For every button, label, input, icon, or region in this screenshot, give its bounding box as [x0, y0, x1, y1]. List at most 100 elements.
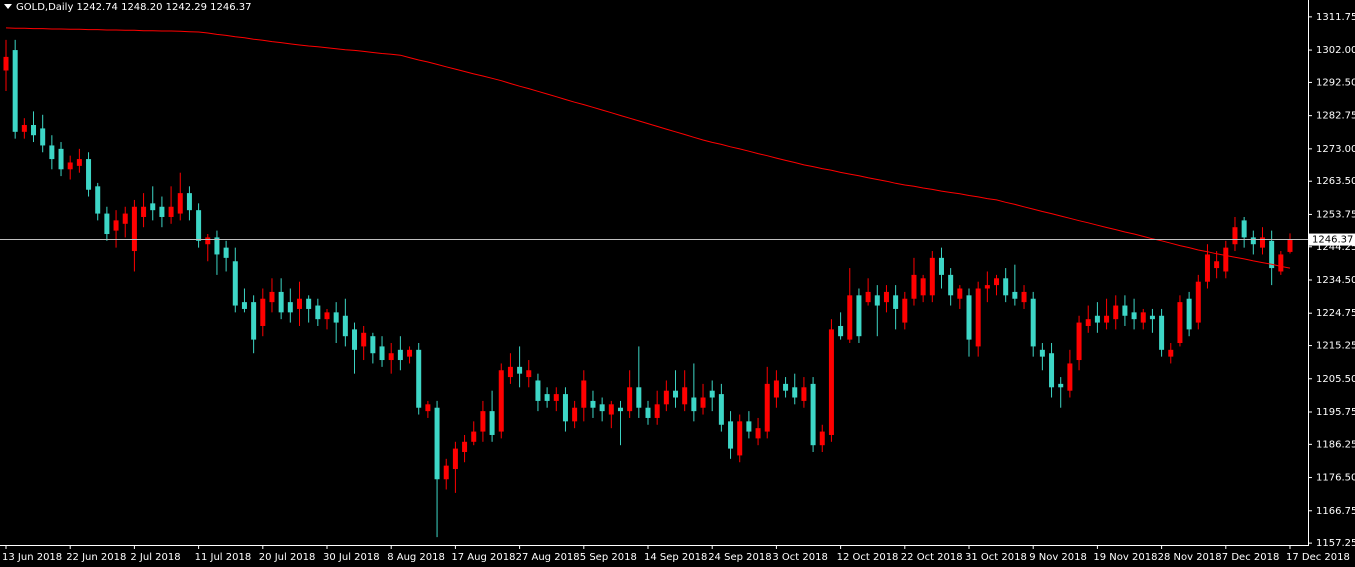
candle-body [1067, 363, 1073, 391]
candle-body [617, 407, 623, 412]
candle-body [1140, 312, 1146, 323]
x-tick-label: 2 Jul 2018 [130, 552, 180, 563]
x-tick-label: 28 Nov 2018 [1158, 552, 1222, 563]
y-tick-label: 1253.75 [1316, 209, 1355, 220]
candle-body [819, 431, 825, 446]
candle-body [673, 390, 679, 398]
candle-body [535, 380, 541, 401]
candle-body [306, 298, 312, 309]
candle-body [1232, 227, 1238, 245]
candle-body [1131, 312, 1137, 320]
candle-body [938, 257, 944, 275]
candle-body [562, 394, 568, 422]
x-tick-label: 12 Oct 2018 [837, 552, 899, 563]
candle-body [287, 302, 293, 313]
candle-body [856, 295, 862, 337]
candle-body [1149, 315, 1155, 320]
candle-body [342, 315, 348, 337]
y-tick-label: 1205.50 [1316, 374, 1355, 385]
candle-body [269, 291, 275, 303]
candle-body [865, 291, 871, 303]
y-tick-label: 1244.25 [1316, 242, 1355, 253]
candle-body [1122, 305, 1128, 316]
candle-body [407, 349, 413, 357]
y-tick-label: 1215.25 [1316, 341, 1355, 352]
candle-body [1250, 237, 1256, 245]
candle-body [141, 206, 147, 217]
candle-body [636, 387, 642, 408]
candle-body [553, 394, 559, 401]
candle-body [434, 407, 440, 480]
candle-body [260, 298, 266, 326]
candle-body [966, 295, 972, 340]
candle-body [599, 404, 605, 412]
x-tick-label: 30 Jul 2018 [323, 552, 380, 563]
candle-body [1003, 278, 1009, 296]
x-tick-label: 22 Oct 2018 [901, 552, 963, 563]
candle-body [223, 247, 229, 258]
candle-body [416, 349, 422, 408]
candle-body [31, 125, 37, 136]
x-tick-label: 31 Oct 2018 [965, 552, 1027, 563]
candle-body [76, 159, 82, 166]
candle-body [691, 397, 697, 412]
candle-body [948, 274, 954, 296]
y-tick-label: 1166.75 [1316, 506, 1355, 517]
x-tick-label: 22 Jun 2018 [66, 552, 126, 563]
moving-average [5, 27, 1291, 269]
candle-body [1012, 291, 1018, 299]
y-tick-label: 1302.00 [1316, 45, 1355, 56]
candle-body [783, 383, 789, 391]
candle-body [278, 291, 284, 313]
candle-body [214, 237, 220, 255]
candle-body [1030, 298, 1036, 347]
menu-arrow[interactable] [4, 4, 12, 9]
candle-body [627, 387, 633, 412]
candle-body [177, 193, 183, 214]
candle-body [1204, 254, 1210, 282]
candle-body [397, 349, 403, 361]
candle-body [1223, 247, 1229, 272]
x-tick-label: 13 Jun 2018 [2, 552, 62, 563]
candle-body [572, 407, 578, 422]
candle-body [1039, 349, 1045, 357]
candle-body [654, 404, 660, 418]
candle-body [480, 411, 486, 432]
y-tick-label: 1186.25 [1316, 439, 1355, 450]
candle-body [764, 383, 770, 432]
x-tick-label: 19 Nov 2018 [1093, 552, 1157, 563]
candle-body [489, 411, 495, 435]
x-tick-label: 14 Sep 2018 [644, 552, 707, 563]
candle-body [462, 441, 468, 453]
y-tick-label: 1224.75 [1316, 308, 1355, 319]
candle-body [507, 366, 513, 378]
candle-body [902, 298, 908, 323]
candle-body [728, 421, 734, 449]
candle-body [241, 302, 247, 309]
candle-body [1259, 237, 1265, 248]
candle-body [1186, 298, 1192, 330]
candle-body [131, 206, 137, 252]
last-price-box [1309, 233, 1355, 246]
candle-body [883, 291, 889, 303]
candle-body [1287, 239, 1293, 252]
x-tick-label: 3 Oct 2018 [772, 552, 827, 563]
candle-body [361, 332, 367, 347]
x-tick-label: 11 Jul 2018 [195, 552, 252, 563]
candle-body [49, 145, 55, 160]
candle-body [1195, 281, 1201, 323]
candle-body [1278, 254, 1284, 272]
candle-body [975, 288, 981, 347]
candle-body [1168, 349, 1174, 357]
candle-body [755, 428, 761, 439]
y-tick-label: 1157.25 [1316, 538, 1355, 549]
candle-body [810, 383, 816, 446]
candle-body [874, 295, 880, 306]
candle-body [1085, 319, 1091, 326]
candle-body [920, 278, 926, 296]
y-tick-label: 1282.75 [1316, 111, 1355, 122]
x-tick-label: 9 Nov 2018 [1029, 552, 1087, 563]
candle-body [425, 404, 431, 412]
